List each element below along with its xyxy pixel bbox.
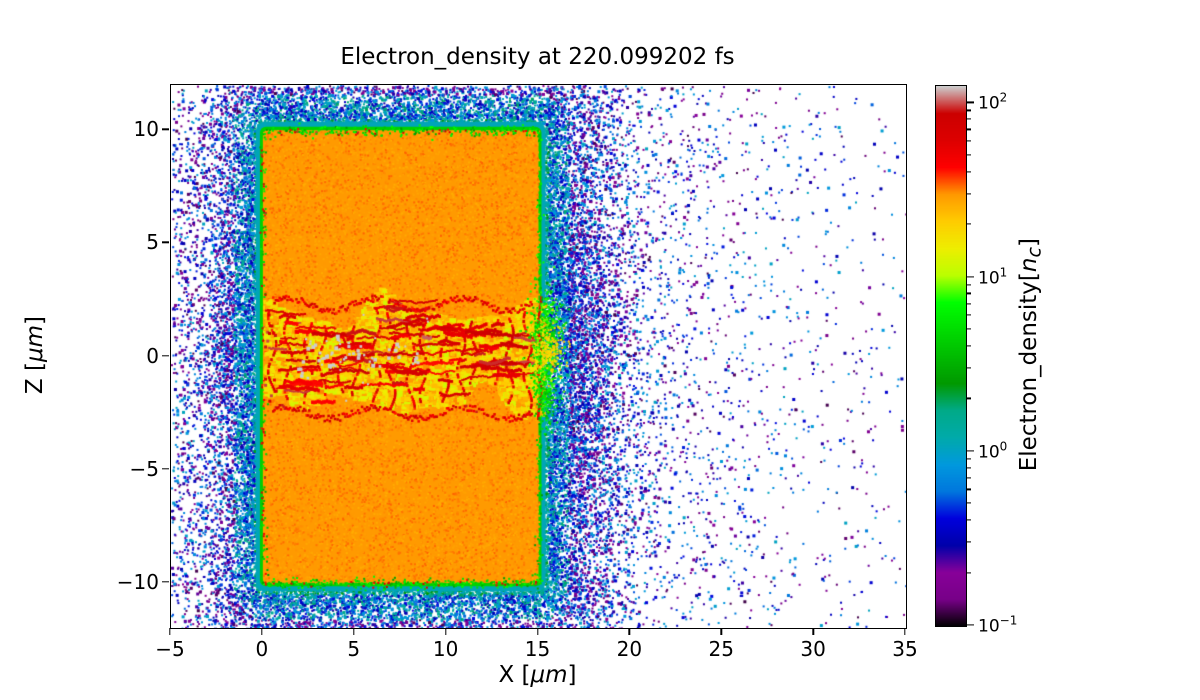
y-tick-label: −10 bbox=[116, 569, 159, 594]
plot-area bbox=[170, 84, 907, 629]
colorbar-tick-label: 101 bbox=[978, 265, 1008, 288]
heatmap-canvas bbox=[171, 85, 906, 628]
y-tick-label: 0 bbox=[146, 343, 159, 368]
x-tick-label: 20 bbox=[616, 637, 643, 661]
colorbar-minor-tick-mark bbox=[967, 571, 971, 574]
colorbar-minor-tick-mark bbox=[967, 303, 971, 305]
y-label-suffix: ] bbox=[22, 316, 48, 326]
colorbar-minor-tick-mark bbox=[967, 477, 971, 479]
x-tick-label: 0 bbox=[255, 637, 269, 661]
x-tick-mark bbox=[444, 628, 447, 635]
colorbar-label-prefix: Electron_density[ bbox=[1016, 272, 1042, 472]
x-label-suffix: ] bbox=[567, 662, 577, 688]
colorbar-label: Electron_density[nc] bbox=[1016, 85, 1046, 625]
y-tick-mark bbox=[162, 467, 169, 470]
colorbar-minor-tick-mark bbox=[967, 467, 971, 469]
colorbar bbox=[935, 85, 967, 627]
x-tick-mark bbox=[536, 628, 539, 635]
colorbar-tick-label: 10−1 bbox=[978, 613, 1018, 637]
y-tick-label: 5 bbox=[146, 230, 159, 255]
x-tick-label: 35 bbox=[892, 637, 918, 661]
colorbar-minor-tick-mark bbox=[967, 502, 971, 504]
x-tick-label: 10 bbox=[432, 637, 459, 661]
chart-title-text: Electron_density at 220.099202 fs bbox=[340, 44, 735, 70]
x-tick-label: −5 bbox=[155, 637, 185, 661]
y-tick-label: 10 bbox=[133, 117, 159, 142]
y-label-math: μm bbox=[22, 325, 48, 363]
y-tick-mark bbox=[162, 354, 169, 357]
colorbar-tick-mark bbox=[967, 624, 974, 626]
x-tick-mark bbox=[169, 628, 171, 635]
colorbar-minor-tick-mark bbox=[967, 118, 971, 120]
x-axis-label: X [μm] bbox=[170, 662, 905, 688]
colorbar-minor-tick-mark bbox=[967, 541, 971, 543]
colorbar-label-text: Electron_density[nc] bbox=[1016, 238, 1046, 471]
y-label-prefix: Z [ bbox=[22, 362, 48, 395]
colorbar-minor-tick-mark bbox=[967, 328, 971, 330]
x-tick-mark bbox=[720, 628, 722, 635]
x-label-math: μm bbox=[530, 662, 568, 688]
colorbar-label-suffix: ] bbox=[1016, 238, 1042, 248]
colorbar-minor-tick-mark bbox=[967, 292, 971, 295]
x-tick-label: 25 bbox=[708, 637, 734, 661]
colorbar-minor-tick-mark bbox=[967, 128, 971, 130]
colorbar-label-sub-c: c bbox=[1022, 247, 1046, 258]
colorbar-minor-tick-mark bbox=[967, 109, 971, 111]
colorbar-minor-tick-mark bbox=[967, 154, 971, 156]
y-axis-label: Z [μm] bbox=[22, 84, 48, 627]
colorbar-tick-label: 100 bbox=[978, 439, 1008, 463]
colorbar-label-math-n: n bbox=[1016, 257, 1042, 273]
x-tick-mark bbox=[812, 628, 814, 635]
colorbar-minor-tick-mark bbox=[967, 519, 971, 521]
colorbar-minor-tick-mark bbox=[967, 140, 971, 142]
y-tick-label: −5 bbox=[129, 456, 159, 481]
colorbar-tick-mark bbox=[967, 276, 974, 278]
colorbar-minor-tick-mark bbox=[967, 314, 971, 316]
x-tick-label: 5 bbox=[347, 637, 361, 661]
colorbar-minor-tick-mark bbox=[967, 345, 971, 347]
x-tick-mark bbox=[628, 628, 631, 635]
x-tick-mark bbox=[353, 628, 355, 635]
colorbar-minor-tick-mark bbox=[967, 283, 971, 286]
colorbar-minor-tick-mark bbox=[967, 488, 971, 491]
x-tick-label: 15 bbox=[524, 637, 551, 661]
x-tick-mark bbox=[261, 628, 263, 635]
colorbar-minor-tick-mark bbox=[967, 223, 971, 225]
x-tick-mark bbox=[904, 628, 906, 635]
chart-title: Electron_density at 220.099202 fs bbox=[170, 44, 905, 70]
y-tick-mark bbox=[162, 581, 169, 583]
x-label-prefix: X [ bbox=[498, 662, 531, 688]
colorbar-tick-label: 102 bbox=[978, 91, 1008, 114]
colorbar-gradient-canvas bbox=[936, 86, 966, 626]
colorbar-minor-tick-mark bbox=[967, 458, 971, 460]
colorbar-minor-tick-mark bbox=[967, 192, 971, 195]
colorbar-tick-mark bbox=[967, 450, 974, 452]
y-tick-mark bbox=[162, 128, 169, 130]
y-axis-label-text: Z [μm] bbox=[22, 316, 48, 394]
colorbar-minor-tick-mark bbox=[967, 397, 971, 399]
colorbar-minor-tick-mark bbox=[967, 171, 971, 173]
colorbar-minor-tick-mark bbox=[967, 367, 971, 369]
x-tick-label: 30 bbox=[800, 637, 826, 661]
y-tick-mark bbox=[162, 241, 169, 244]
colorbar-tick-mark bbox=[967, 101, 974, 103]
